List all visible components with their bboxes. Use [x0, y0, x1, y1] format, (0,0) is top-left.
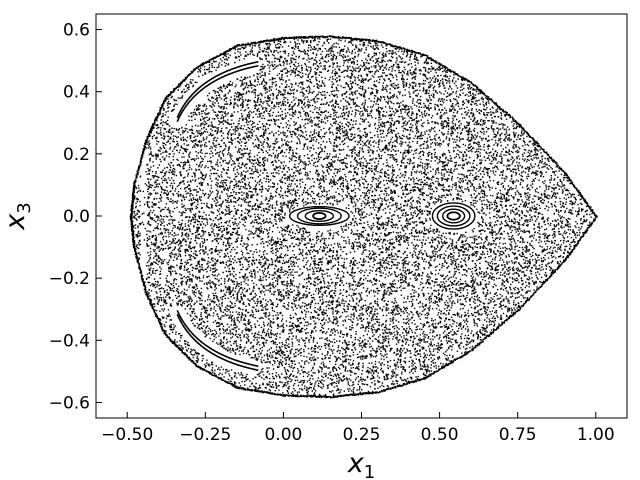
island-2-orbit	[446, 211, 461, 221]
y-tick-label: 0.2	[63, 145, 90, 165]
island-1-orbit	[288, 205, 350, 227]
y-tick-label: 0.0	[63, 207, 90, 227]
x-tick-label: 0.00	[264, 425, 302, 445]
ticks-layer: −0.50 −0.25 0.00 0.25 0.50 0.75 1.00 −0.6 −0.4 −0…	[49, 21, 615, 445]
island-2-orbit	[442, 208, 466, 224]
y-tick-label: −0.4	[49, 331, 90, 351]
island-1-orbit	[296, 207, 342, 225]
x-tick-label: 0.50	[421, 425, 459, 445]
x-tick-label: −0.25	[179, 425, 231, 445]
plot-points-layer	[129, 35, 598, 399]
x-tick-label: −0.50	[101, 425, 153, 445]
y-tick-label: −0.2	[49, 269, 90, 289]
x-tick-label: 1.00	[577, 425, 615, 445]
y-tick-label: 0.6	[63, 21, 90, 41]
arc-island-2-orbit	[176, 310, 259, 368]
island-2-orbit	[436, 205, 471, 227]
island-1-orbit	[304, 210, 335, 222]
y-tick-label: −0.6	[49, 393, 90, 413]
arc-island-2-orbit	[176, 314, 259, 372]
x-tick-label: 0.75	[499, 425, 537, 445]
island-2-orbit	[431, 202, 476, 230]
x-tick-label: 0.25	[343, 425, 381, 445]
plot-frame	[95, 13, 628, 419]
y-tick-label: 0.4	[63, 83, 90, 103]
x-axis-label: x1	[347, 448, 375, 480]
island-1-orbit	[312, 211, 327, 221]
arc-island-1-orbit	[176, 64, 259, 122]
y-axis-label: x3	[0, 202, 35, 230]
arc-island-1-orbit	[176, 60, 259, 118]
chaotic-sea-points	[129, 35, 598, 399]
